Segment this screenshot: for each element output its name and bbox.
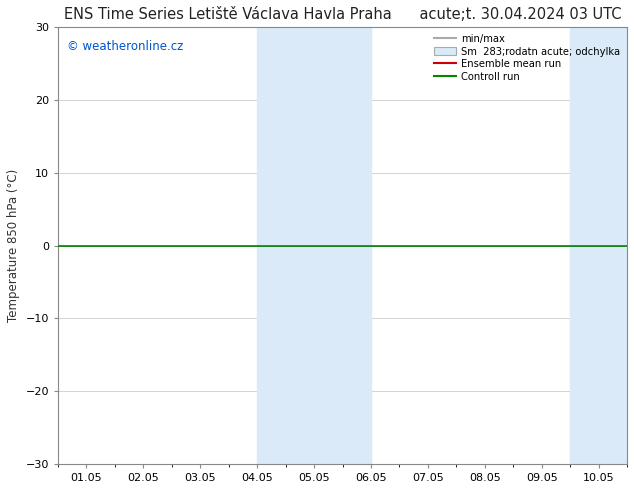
Text: © weatheronline.cz: © weatheronline.cz [67, 40, 183, 53]
Bar [570, 27, 627, 464]
Legend: min/max, Sm  283;rodatn acute; odchylka, Ensemble mean run, Controll run: min/max, Sm 283;rodatn acute; odchylka, … [432, 32, 622, 84]
Y-axis label: Temperature 850 hPa (°C): Temperature 850 hPa (°C) [7, 169, 20, 322]
Bar [257, 27, 371, 464]
Title: ENS Time Series Letiště Václava Havla Praha      acute;t. 30.04.2024 03 UTC: ENS Time Series Letiště Václava Havla Pr… [64, 7, 621, 22]
